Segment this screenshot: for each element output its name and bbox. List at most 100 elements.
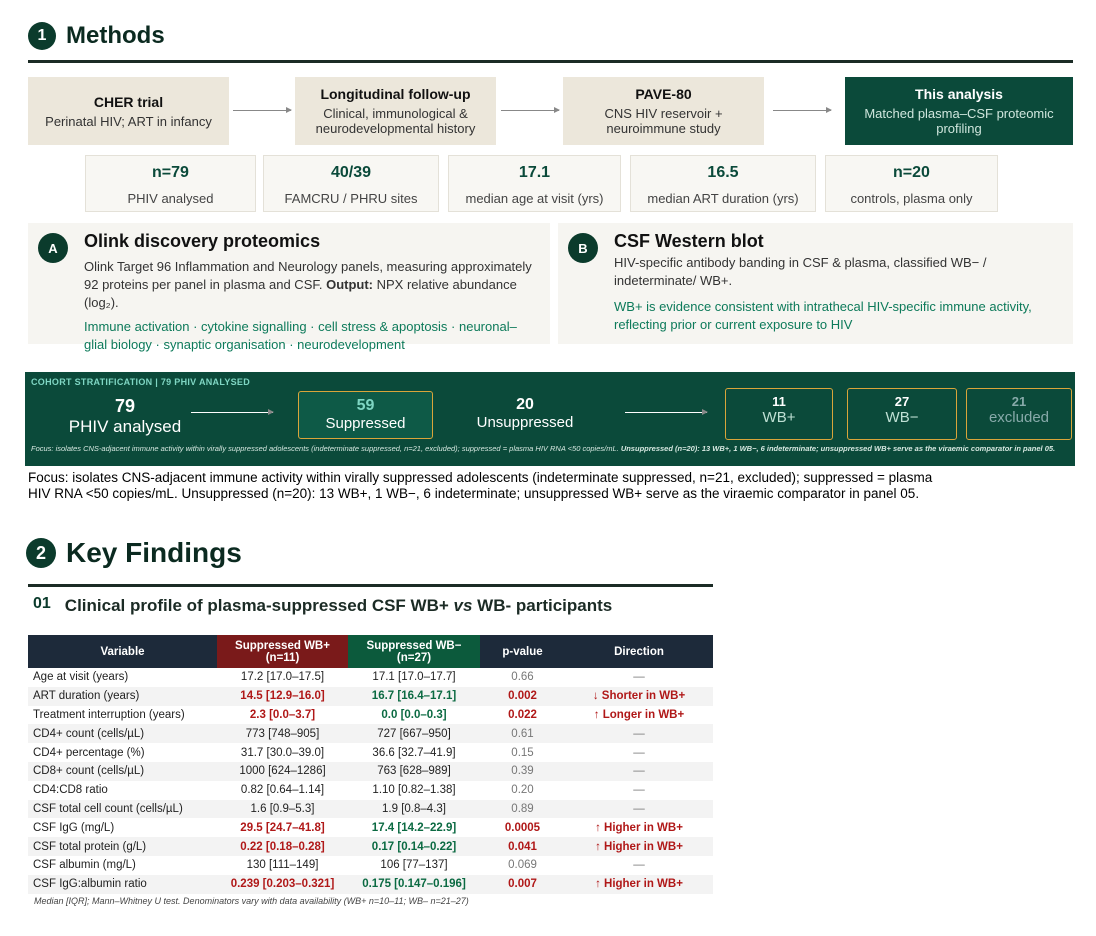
text: WB- participants bbox=[472, 596, 613, 615]
table-cell: CD8+ count (cells/µL) bbox=[28, 761, 217, 781]
flow-title: CHER trial bbox=[93, 93, 164, 110]
panel-text: HIV-specific antibody banding in CSF & p… bbox=[614, 255, 987, 288]
table-cell: CSF total cell count (cells/µL) bbox=[28, 799, 217, 819]
label: Suppressed bbox=[325, 415, 406, 432]
header-cell: Suppressed WB+ (n=11) bbox=[217, 635, 348, 668]
table-cell: CSF total protein (g/L) bbox=[28, 837, 217, 856]
header-cell: Variable bbox=[28, 635, 217, 668]
flow-step: This analysis Matched plasma–CSF proteomi… bbox=[845, 77, 1073, 145]
table-cell: CSF IgG (mg/L) bbox=[33, 821, 115, 834]
table-cell: 106 [77–137] bbox=[380, 859, 448, 872]
cohort-unsuppressed: 20 Unsuppressed bbox=[465, 396, 585, 432]
table-cell: 0.17 [0.14–0.22] bbox=[348, 837, 480, 856]
table-cell: 0.39 bbox=[480, 761, 565, 781]
section-badge: 2 bbox=[26, 538, 56, 568]
table-row: CD4:CD8 ratio 0.82 [0.64–1.14] 1.10 [0.82–… bbox=[28, 781, 713, 800]
panel-text: Olink Target 96 Inflammation and Neurolo… bbox=[84, 258, 538, 312]
arrow bbox=[773, 107, 832, 113]
table-cell: ↑ Higher in WB+ bbox=[565, 837, 713, 856]
table-cell: 0.61 bbox=[480, 724, 565, 744]
stat-value: n=79 bbox=[152, 164, 189, 181]
table-cell: — bbox=[633, 671, 645, 684]
stat-value: n=20 bbox=[893, 164, 930, 181]
table-cell: ↑ Longer in WB+ bbox=[593, 708, 685, 721]
table-cell: 0.239 [0.203–0.321] bbox=[217, 874, 348, 894]
panel-note: WB+ is evidence consistent with intrathe… bbox=[614, 299, 1032, 332]
table-cell: 1.6 [0.9–5.3] bbox=[217, 799, 348, 819]
flow-text: Matched plasma–CSF proteomic profiling bbox=[864, 106, 1054, 136]
table-cell: 0.89 bbox=[480, 799, 565, 819]
text: Focus: isolates CNS-adjacent immune acti… bbox=[31, 444, 621, 453]
text: NPX relative abundance (log₂). bbox=[84, 277, 517, 310]
cohort-total: 79 PHIV analysed bbox=[60, 396, 190, 437]
label: WB+ bbox=[762, 409, 796, 426]
arrow bbox=[191, 409, 274, 415]
table-cell: — bbox=[633, 784, 645, 797]
table-cell: 1.10 [0.82–1.38] bbox=[372, 784, 456, 797]
value: 27 bbox=[894, 394, 910, 409]
focus-note: Focus: isolates CNS-adjacent immune acti… bbox=[28, 470, 933, 501]
table-row: CD8+ count (cells/µL) 1000 [624–1286] 763 … bbox=[28, 761, 713, 781]
table-row: CSF total cell count (cells/µL) 1.6 [0.9–… bbox=[28, 799, 713, 819]
table-cell: 773 [748–905] bbox=[217, 724, 348, 744]
panel-badge: A bbox=[38, 233, 68, 263]
flow-text: Clinical, immunological & neurodevelopme… bbox=[315, 106, 476, 136]
stat-value: 17.1 bbox=[518, 164, 551, 181]
table-cell: 0.20 bbox=[511, 784, 534, 797]
table-cell: CSF albumin (mg/L) bbox=[33, 859, 136, 872]
table-cell: ↓ Shorter in WB+ bbox=[565, 686, 713, 706]
table-row: CSF IgG:albumin ratio 0.239 [0.203–0.321]… bbox=[28, 874, 713, 894]
stat-label: FAMCRU / PHRU sites bbox=[284, 191, 418, 206]
value: 20 bbox=[516, 396, 534, 413]
subsection-number: 01 bbox=[33, 595, 51, 612]
table-row: CSF total protein (g/L) 0.22 [0.18–0.28] 0… bbox=[28, 837, 713, 856]
table-cell: Treatment interruption (years) bbox=[33, 708, 185, 721]
table-row: ART duration (years) 14.5 [12.9–16.0] 16.7… bbox=[28, 686, 713, 706]
table-cell: CD4:CD8 ratio bbox=[33, 784, 108, 797]
table-cell: 130 [111–149] bbox=[246, 859, 319, 872]
flow-title: Longitudinal follow-up bbox=[320, 86, 471, 102]
table-row: CSF IgG (mg/L) 29.5 [24.7–41.8] 17.4 [14.2… bbox=[28, 818, 713, 837]
table-cell: 36.6 [32.7–41.9] bbox=[372, 746, 456, 759]
table-cell: 0.22 [0.18–0.28] bbox=[217, 837, 348, 856]
cohort-excluded: 21 excluded bbox=[966, 388, 1072, 440]
panel-note: Immune activation · cytokine signalling … bbox=[84, 319, 517, 352]
table-cell: 0.82 [0.64–1.14] bbox=[240, 784, 325, 797]
flow-step: CHER trial Perinatal HIV; ART in infancy bbox=[28, 77, 229, 145]
stat-card: n=20 controls, plasma only bbox=[825, 155, 998, 212]
table-cell: 727 [667–950] bbox=[348, 724, 480, 744]
table-cell: 31.7 [30.0–39.0] bbox=[240, 746, 325, 759]
flow-title: This analysis bbox=[915, 86, 1003, 102]
panel-badge: B bbox=[568, 233, 598, 263]
table-footnote: Median [IQR]; Mann–Whitney U test. Denom… bbox=[34, 896, 469, 906]
stat-card: 16.5 median ART duration (yrs) bbox=[630, 155, 816, 212]
table-row: Age at visit (years) 17.2 [17.0–17.5] 17.1… bbox=[28, 668, 713, 687]
table-cell: 0.007 bbox=[480, 874, 565, 894]
label: Unsuppressed bbox=[476, 414, 574, 431]
table-cell: 0.0005 bbox=[504, 821, 541, 834]
findings-heading: 2 Key Findings bbox=[26, 537, 242, 569]
table-body: Age at visit (years) 17.2 [17.0–17.5] 17.1… bbox=[28, 668, 713, 894]
table-row: CSF albumin (mg/L) 130 [111–149] 106 [77–1… bbox=[28, 856, 713, 875]
panel-title: Olink discovery proteomics bbox=[84, 231, 321, 251]
cohort-focus: Focus: isolates CNS-adjacent immune acti… bbox=[31, 444, 1067, 453]
table-cell: CD4+ count (cells/µL) bbox=[28, 724, 217, 744]
text-italic: vs bbox=[453, 596, 473, 615]
value: 11 bbox=[772, 394, 786, 409]
table-row: CD4+ percentage (%) 31.7 [30.0–39.0] 36.6 … bbox=[28, 743, 713, 762]
table-cell: ART duration (years) bbox=[28, 686, 217, 706]
table-cell: 17.1 [17.0–17.7] bbox=[372, 671, 456, 684]
table-cell: 14.5 [12.9–16.0] bbox=[217, 686, 348, 706]
table-cell: CSF IgG:albumin ratio bbox=[28, 874, 217, 894]
flow-text: Perinatal HIV; ART in infancy bbox=[45, 113, 212, 129]
table-cell: 763 [628–989] bbox=[348, 761, 480, 781]
stat-label: controls, plasma only bbox=[850, 191, 973, 206]
value: 59 bbox=[356, 397, 375, 414]
cohort-banner: COHORT STRATIFICATION | 79 PHIV ANALYSED… bbox=[25, 372, 1075, 466]
method-panel: B CSF Western blot HIV-specific antibody… bbox=[558, 223, 1073, 344]
flow-title: PAVE-80 bbox=[635, 86, 692, 102]
text: Clinical profile of plasma-suppressed CS… bbox=[64, 596, 454, 615]
subsection-heading: 01 Clinical profile of plasma-suppressed … bbox=[33, 595, 613, 616]
table-cell: 0.069 bbox=[508, 859, 537, 872]
